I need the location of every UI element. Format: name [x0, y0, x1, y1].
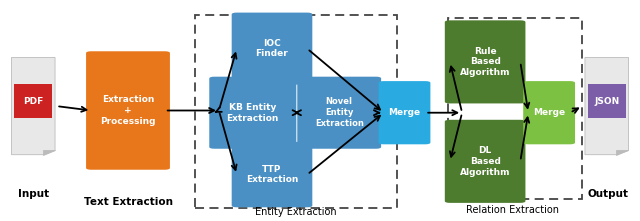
FancyBboxPatch shape [232, 142, 312, 207]
Text: TTP
Extraction: TTP Extraction [246, 165, 298, 185]
Text: DL
Based
Algorithm: DL Based Algorithm [460, 146, 510, 177]
Text: Entity Extraction: Entity Extraction [255, 207, 337, 217]
Text: KB Entity
Extraction: KB Entity Extraction [227, 103, 279, 123]
Text: Input: Input [18, 189, 49, 199]
FancyBboxPatch shape [298, 77, 381, 149]
Text: Output: Output [588, 189, 628, 199]
FancyBboxPatch shape [232, 13, 312, 85]
Text: JSON: JSON [594, 97, 620, 106]
Polygon shape [43, 151, 55, 155]
FancyBboxPatch shape [445, 120, 525, 203]
Text: Relation Extraction: Relation Extraction [465, 206, 559, 215]
FancyBboxPatch shape [524, 81, 575, 144]
Text: Text Extraction: Text Extraction [83, 197, 173, 207]
Text: Rule
Based
Algorithm: Rule Based Algorithm [460, 47, 510, 77]
Text: Novel
Entity
Extraction: Novel Entity Extraction [315, 97, 364, 128]
FancyBboxPatch shape [86, 51, 170, 170]
Polygon shape [12, 57, 55, 155]
Polygon shape [585, 57, 628, 155]
Text: PDF: PDF [23, 97, 44, 106]
FancyBboxPatch shape [209, 77, 296, 149]
Text: Merge: Merge [388, 108, 420, 117]
Polygon shape [616, 151, 628, 155]
FancyBboxPatch shape [588, 84, 626, 118]
Text: Merge: Merge [533, 108, 565, 117]
FancyBboxPatch shape [14, 84, 52, 118]
Text: IOC
Finder: IOC Finder [255, 39, 289, 59]
FancyBboxPatch shape [379, 81, 430, 144]
Text: Extraction
+
Processing: Extraction + Processing [100, 95, 156, 126]
FancyBboxPatch shape [445, 20, 525, 103]
